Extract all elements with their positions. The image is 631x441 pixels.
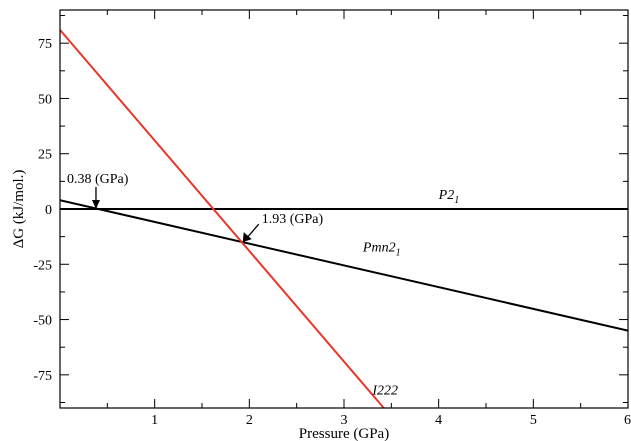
y-axis-label: ΔG (kJ/mol.)	[11, 170, 27, 249]
x-axis-label: Pressure (GPa)	[299, 426, 389, 441]
y-tick-label: 0	[45, 203, 52, 218]
series-layer	[60, 29, 628, 408]
x-tick-label: 1	[151, 413, 158, 428]
y-tick-label: -50	[33, 314, 52, 329]
series-label-p21: P21	[438, 188, 460, 206]
y-tick-label: -75	[33, 369, 52, 384]
x-tick-label: 3	[341, 413, 348, 428]
y-tick-label: 25	[38, 148, 52, 163]
x-tick-label: 5	[530, 413, 537, 428]
series-label-pmn21: Pmn21	[362, 241, 401, 259]
series-line-pmn21	[60, 199, 628, 332]
tick-layer: 1 2 3 4 5 6 75 50 25 0 -25 -50 -75	[33, 10, 631, 428]
annotation-layer: 0.38 (GPa) 1.93 (GPa)	[67, 172, 324, 243]
x-tick-label: 2	[246, 413, 253, 428]
series-label-i222: I222	[371, 384, 398, 399]
y-tick-label: 75	[38, 37, 52, 52]
series-line-i222	[60, 29, 385, 408]
x-tick-label: 4	[435, 413, 442, 428]
y-tick-label: -25	[33, 258, 52, 273]
y-tick-label: 50	[38, 92, 52, 107]
annotation-label: 1.93 (GPa)	[262, 212, 324, 227]
annotation-arrow-shaft	[246, 223, 260, 239]
annotation-arrow-head	[242, 232, 252, 243]
annotation-label: 0.38 (GPa)	[67, 172, 129, 187]
x-tick-label: 6	[624, 413, 631, 428]
series-label-layer: P21 Pmn21 I222	[362, 188, 459, 399]
annotation-arrow-head	[91, 200, 100, 209]
